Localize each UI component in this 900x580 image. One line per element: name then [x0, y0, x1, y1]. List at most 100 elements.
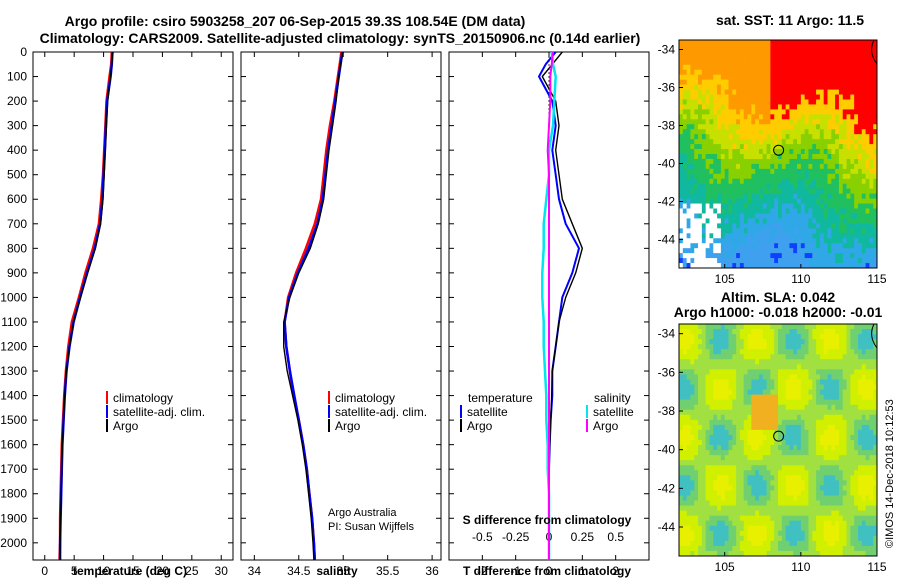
- map-cell: [861, 228, 866, 234]
- map-cell: [770, 178, 775, 185]
- map-cell: [766, 490, 771, 496]
- map-cell: [800, 369, 806, 375]
- map-cell: [808, 465, 813, 471]
- map-cell: [778, 419, 783, 426]
- map-cell: [762, 144, 767, 150]
- map-cell: [838, 238, 844, 244]
- map-cell: [816, 505, 821, 512]
- map-cell: [698, 485, 703, 491]
- map-cell: [842, 238, 847, 244]
- x-tick-label: 35.5: [376, 564, 400, 578]
- map-cell: [816, 104, 821, 110]
- map-cell: [751, 144, 756, 150]
- map-cell: [831, 109, 836, 115]
- map-cell: [827, 394, 832, 401]
- map-cell: [736, 525, 741, 532]
- map-cell: [758, 129, 764, 135]
- map-cell: [690, 163, 695, 170]
- map-cell: [823, 480, 828, 486]
- map-cell: [842, 485, 847, 491]
- map-cell: [804, 178, 809, 185]
- map-cell: [827, 149, 832, 155]
- map-cell: [823, 248, 828, 254]
- map-cell: [705, 409, 710, 416]
- map-cell: [819, 168, 825, 175]
- map-cell: [747, 223, 752, 229]
- map-cell: [705, 535, 710, 542]
- map-cell: [751, 485, 756, 491]
- map-cell: [717, 99, 722, 105]
- map-cell: [770, 455, 775, 461]
- map-cell: [827, 238, 832, 244]
- map-cell: [739, 429, 745, 436]
- map-cell: [785, 218, 790, 224]
- map-cell: [850, 248, 855, 254]
- map-cell: [724, 129, 729, 135]
- map-cell: [690, 178, 695, 185]
- map-cell: [698, 530, 703, 537]
- map-cell: [857, 359, 863, 365]
- map-cell: [720, 44, 726, 51]
- map-cell: [717, 495, 722, 501]
- map-cell: [686, 233, 691, 239]
- map-cell: [739, 64, 745, 71]
- map-cell: [804, 334, 809, 340]
- map-cell: [705, 384, 710, 390]
- map-cell: [709, 339, 714, 345]
- map-cell: [758, 178, 764, 185]
- map-cell: [823, 520, 828, 527]
- map-cell: [732, 404, 737, 411]
- map-cell: [865, 134, 870, 140]
- map-cell: [686, 399, 691, 406]
- map-cell: [819, 465, 825, 471]
- map-cell: [827, 114, 832, 120]
- map-cell: [800, 389, 806, 396]
- map-cell: [816, 134, 821, 140]
- map-cell: [717, 339, 722, 345]
- map-cell: [781, 455, 787, 461]
- map-cell: [835, 510, 840, 517]
- map-cell: [835, 354, 840, 360]
- map-cell: [766, 334, 771, 340]
- map-cell: [717, 475, 722, 481]
- x-tick-label: 0: [546, 564, 553, 578]
- map-cell: [804, 409, 809, 416]
- map-cell: [857, 334, 863, 340]
- map-cell: [854, 74, 859, 81]
- map-cell: [823, 238, 828, 244]
- map-cell: [694, 178, 699, 185]
- map-cell: [698, 379, 703, 385]
- map-cell: [766, 445, 771, 451]
- map-cell: [804, 119, 809, 125]
- map-cell: [679, 253, 684, 259]
- map-cell: [755, 329, 760, 335]
- map-cell: [694, 54, 699, 61]
- map-cell: [842, 124, 847, 130]
- map-cell: [762, 414, 767, 421]
- map-cell: [781, 349, 787, 355]
- map-cell: [755, 339, 760, 345]
- map-cell: [736, 485, 741, 491]
- map-cell: [728, 540, 733, 547]
- map-cell: [816, 59, 821, 66]
- map-cell: [732, 540, 737, 547]
- map-cell: [743, 193, 748, 200]
- map-cell: [762, 440, 767, 446]
- map-cell: [857, 208, 863, 214]
- map-cell: [797, 414, 802, 421]
- map-cell: [835, 89, 840, 95]
- map-cell: [774, 374, 779, 380]
- map-cell: [739, 324, 745, 330]
- map-cell: [816, 69, 821, 76]
- map-cell: [770, 530, 775, 537]
- map-cell: [682, 173, 688, 180]
- map-cell: [842, 490, 847, 496]
- map-cell: [785, 485, 790, 491]
- map-cell: [724, 94, 729, 100]
- map-cell: [743, 440, 748, 446]
- map-cell: [751, 470, 756, 476]
- map-cell: [842, 384, 847, 390]
- map-cell: [743, 59, 748, 66]
- map-cell: [717, 409, 722, 416]
- map-cell: [679, 455, 684, 461]
